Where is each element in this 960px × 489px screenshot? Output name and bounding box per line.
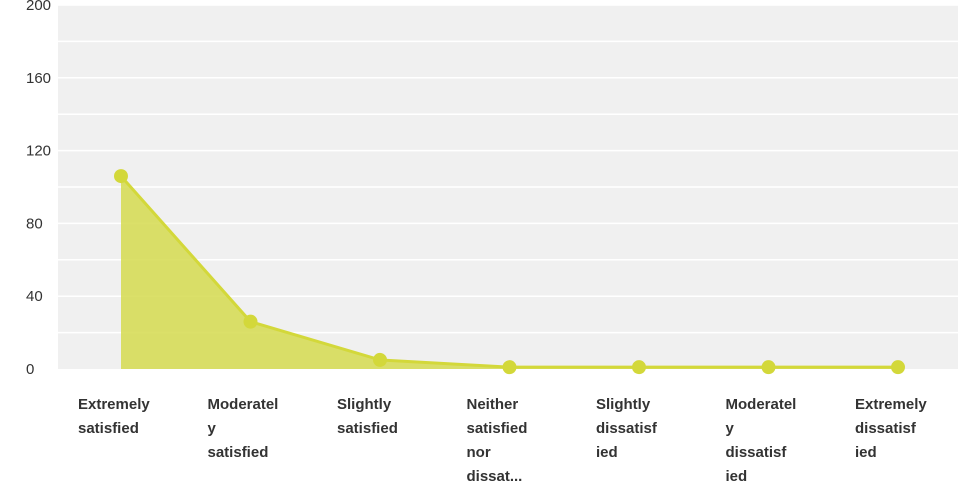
data-points <box>114 169 905 375</box>
x-category-label: Moderatel y dissatisf ied <box>726 396 797 485</box>
x-category-label-line: Moderatel <box>726 396 797 413</box>
x-category-label-line: ied <box>855 444 877 461</box>
x-category-label: Moderatel y satisfied <box>208 396 279 461</box>
data-point[interactable] <box>891 360 905 375</box>
x-category-label: Extremely satisfied <box>78 396 150 437</box>
x-category-label-line: ied <box>726 468 748 485</box>
x-category-label: Slightly satisfied <box>337 396 398 437</box>
gridlines <box>58 4 958 334</box>
x-category-label-line: satisfied <box>337 420 398 437</box>
y-tick-label: 40 <box>26 288 43 305</box>
y-tick-label: 160 <box>26 70 51 87</box>
y-tick-label: 120 <box>26 143 51 160</box>
x-category-label-line: satisfied <box>208 444 269 461</box>
data-point[interactable] <box>373 352 387 367</box>
x-category-label-line: dissatisf <box>596 420 658 437</box>
x-category-label-line: Moderatel <box>208 396 279 413</box>
x-category-label-line: y <box>208 420 217 437</box>
x-category-label-line: y <box>726 420 735 437</box>
x-category-label-line: satisfied <box>467 420 528 437</box>
x-category-label-line: Neither <box>467 396 519 413</box>
x-category-label-line: Extremely <box>855 396 927 413</box>
x-category-label-line: dissatisf <box>855 420 917 437</box>
x-category-label-line: dissat... <box>467 468 523 485</box>
y-axis-tick-labels: 0 40 80 120 160 200 <box>26 0 51 378</box>
x-category-label-line: ied <box>596 444 618 461</box>
x-category-label: Extremely dissatisf ied <box>855 396 927 461</box>
x-category-label-line: Slightly <box>596 396 651 413</box>
x-category-label-line: satisfied <box>78 420 139 437</box>
x-category-label-line: dissatisf <box>726 444 788 461</box>
series-area-fill <box>121 176 898 369</box>
data-point[interactable] <box>114 169 128 184</box>
data-point[interactable] <box>632 360 646 375</box>
y-tick-label: 80 <box>26 215 43 232</box>
x-category-label-line: nor <box>467 444 491 461</box>
y-tick-label: 200 <box>26 0 51 14</box>
data-point[interactable] <box>243 314 258 329</box>
x-category-label-line: Extremely <box>78 396 150 413</box>
x-category-label: Slightly dissatisf ied <box>596 396 658 461</box>
data-point[interactable] <box>761 360 776 375</box>
data-point[interactable] <box>502 360 517 375</box>
x-category-label-line: Slightly <box>337 396 392 413</box>
x-category-label: Neither satisfied nor dissat... <box>467 396 528 485</box>
y-tick-label: 0 <box>26 361 34 378</box>
